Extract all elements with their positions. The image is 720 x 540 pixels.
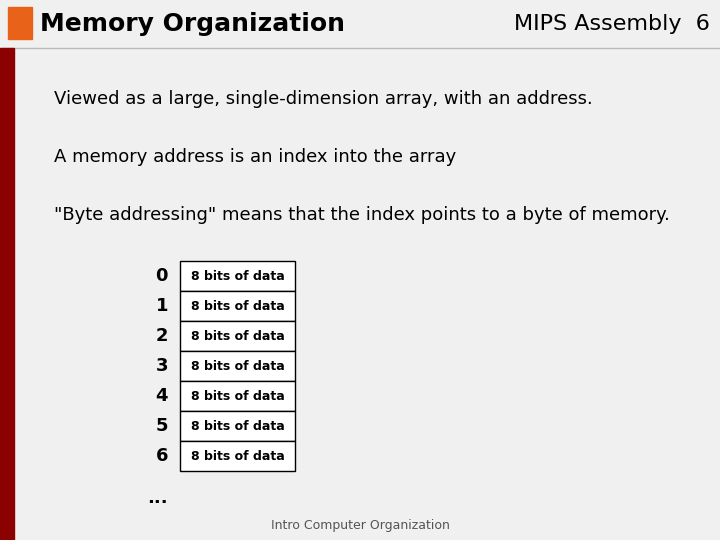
Bar xyxy=(180,381,295,411)
Text: 6: 6 xyxy=(156,447,168,465)
Text: 2: 2 xyxy=(156,327,168,345)
Text: 8 bits of data: 8 bits of data xyxy=(191,269,284,282)
Bar xyxy=(180,351,295,381)
Text: MIPS Assembly  6: MIPS Assembly 6 xyxy=(514,14,710,34)
Bar xyxy=(180,261,295,291)
Text: 5: 5 xyxy=(156,417,168,435)
Bar xyxy=(8,7,32,39)
Text: "Byte addressing" means that the index points to a byte of memory.: "Byte addressing" means that the index p… xyxy=(54,206,670,224)
Text: ...: ... xyxy=(148,489,168,507)
Text: Memory Organization: Memory Organization xyxy=(40,12,345,36)
Text: A memory address is an index into the array: A memory address is an index into the ar… xyxy=(54,148,456,166)
Text: 1: 1 xyxy=(156,297,168,315)
Bar xyxy=(0,0,720,48)
Text: 8 bits of data: 8 bits of data xyxy=(191,420,284,433)
Text: 8 bits of data: 8 bits of data xyxy=(191,329,284,342)
Text: 8 bits of data: 8 bits of data xyxy=(191,300,284,313)
Text: 8 bits of data: 8 bits of data xyxy=(191,389,284,402)
Text: Intro Computer Organization: Intro Computer Organization xyxy=(271,519,449,532)
Bar xyxy=(180,291,295,321)
Text: Viewed as a large, single-dimension array, with an address.: Viewed as a large, single-dimension arra… xyxy=(54,90,593,108)
Text: 8 bits of data: 8 bits of data xyxy=(191,360,284,373)
Text: 4: 4 xyxy=(156,387,168,405)
Text: 3: 3 xyxy=(156,357,168,375)
Bar xyxy=(180,321,295,351)
Text: 0: 0 xyxy=(156,267,168,285)
Bar xyxy=(180,441,295,471)
Text: 8 bits of data: 8 bits of data xyxy=(191,449,284,462)
Bar xyxy=(180,411,295,441)
Bar xyxy=(0,48,14,540)
